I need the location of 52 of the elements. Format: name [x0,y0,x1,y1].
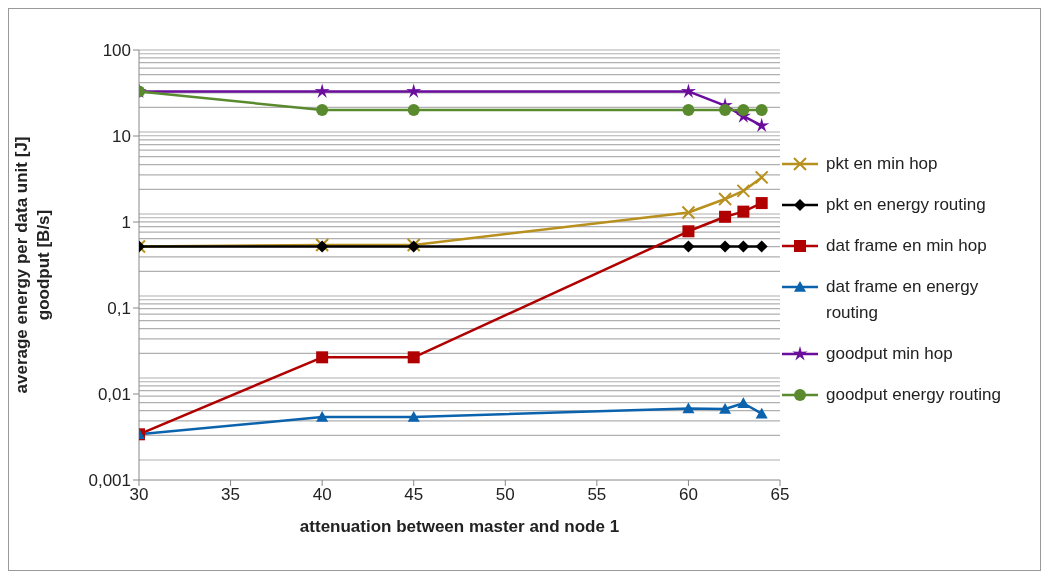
point [682,240,695,253]
point [737,240,750,253]
point [755,407,768,419]
x-tick-label: 30 [129,485,149,505]
x-axis-title: attenuation between master and node 1 [299,517,620,536]
x-tick-label: 60 [678,485,698,505]
point [316,411,329,422]
point [407,351,420,364]
y-tick-label: 0,001 [88,471,131,491]
y-tick-label: 1 [121,213,131,233]
point [407,411,420,422]
point [682,225,695,238]
point [754,117,770,133]
legend-label: pkt en energy routing [826,193,986,216]
point [737,397,750,409]
legend-label: pkt en min hop [826,152,938,175]
point [719,104,732,117]
point [314,83,330,98]
point [407,104,420,117]
y-tick-label: 100 [102,41,131,61]
point [719,210,732,223]
point [737,205,750,218]
x-tick-label: 40 [312,485,332,505]
point [680,83,697,98]
point [755,240,768,253]
y-tick-label: 10 [112,127,131,147]
point [682,104,695,117]
point [736,183,751,198]
x-tick-label: 65 [770,485,790,505]
x-tick-label: 45 [404,485,424,505]
x-tick-label: 55 [587,485,607,505]
point [682,402,695,414]
point [316,351,329,364]
y-axis-title: average energy per data unit [J] goodput [B/s] [12,136,53,394]
point [755,197,768,210]
point [719,240,732,253]
point [316,104,329,117]
point [754,170,769,185]
legend-label: dat frame en min hop [826,234,987,257]
point [737,104,750,117]
y-tick-label: 0,01 [97,385,131,405]
legend-label: goodput energy routing [826,383,1001,406]
legend-label: goodput min hop [826,342,953,365]
legend-label: dat frame en energy routing [826,275,980,324]
x-tick-label: 35 [221,485,241,505]
point [406,83,422,98]
point [681,205,696,220]
point [719,402,732,414]
point [718,192,733,207]
y-tick-label: 0,1 [107,299,131,319]
x-tick-label: 50 [495,485,515,505]
point [755,104,768,117]
